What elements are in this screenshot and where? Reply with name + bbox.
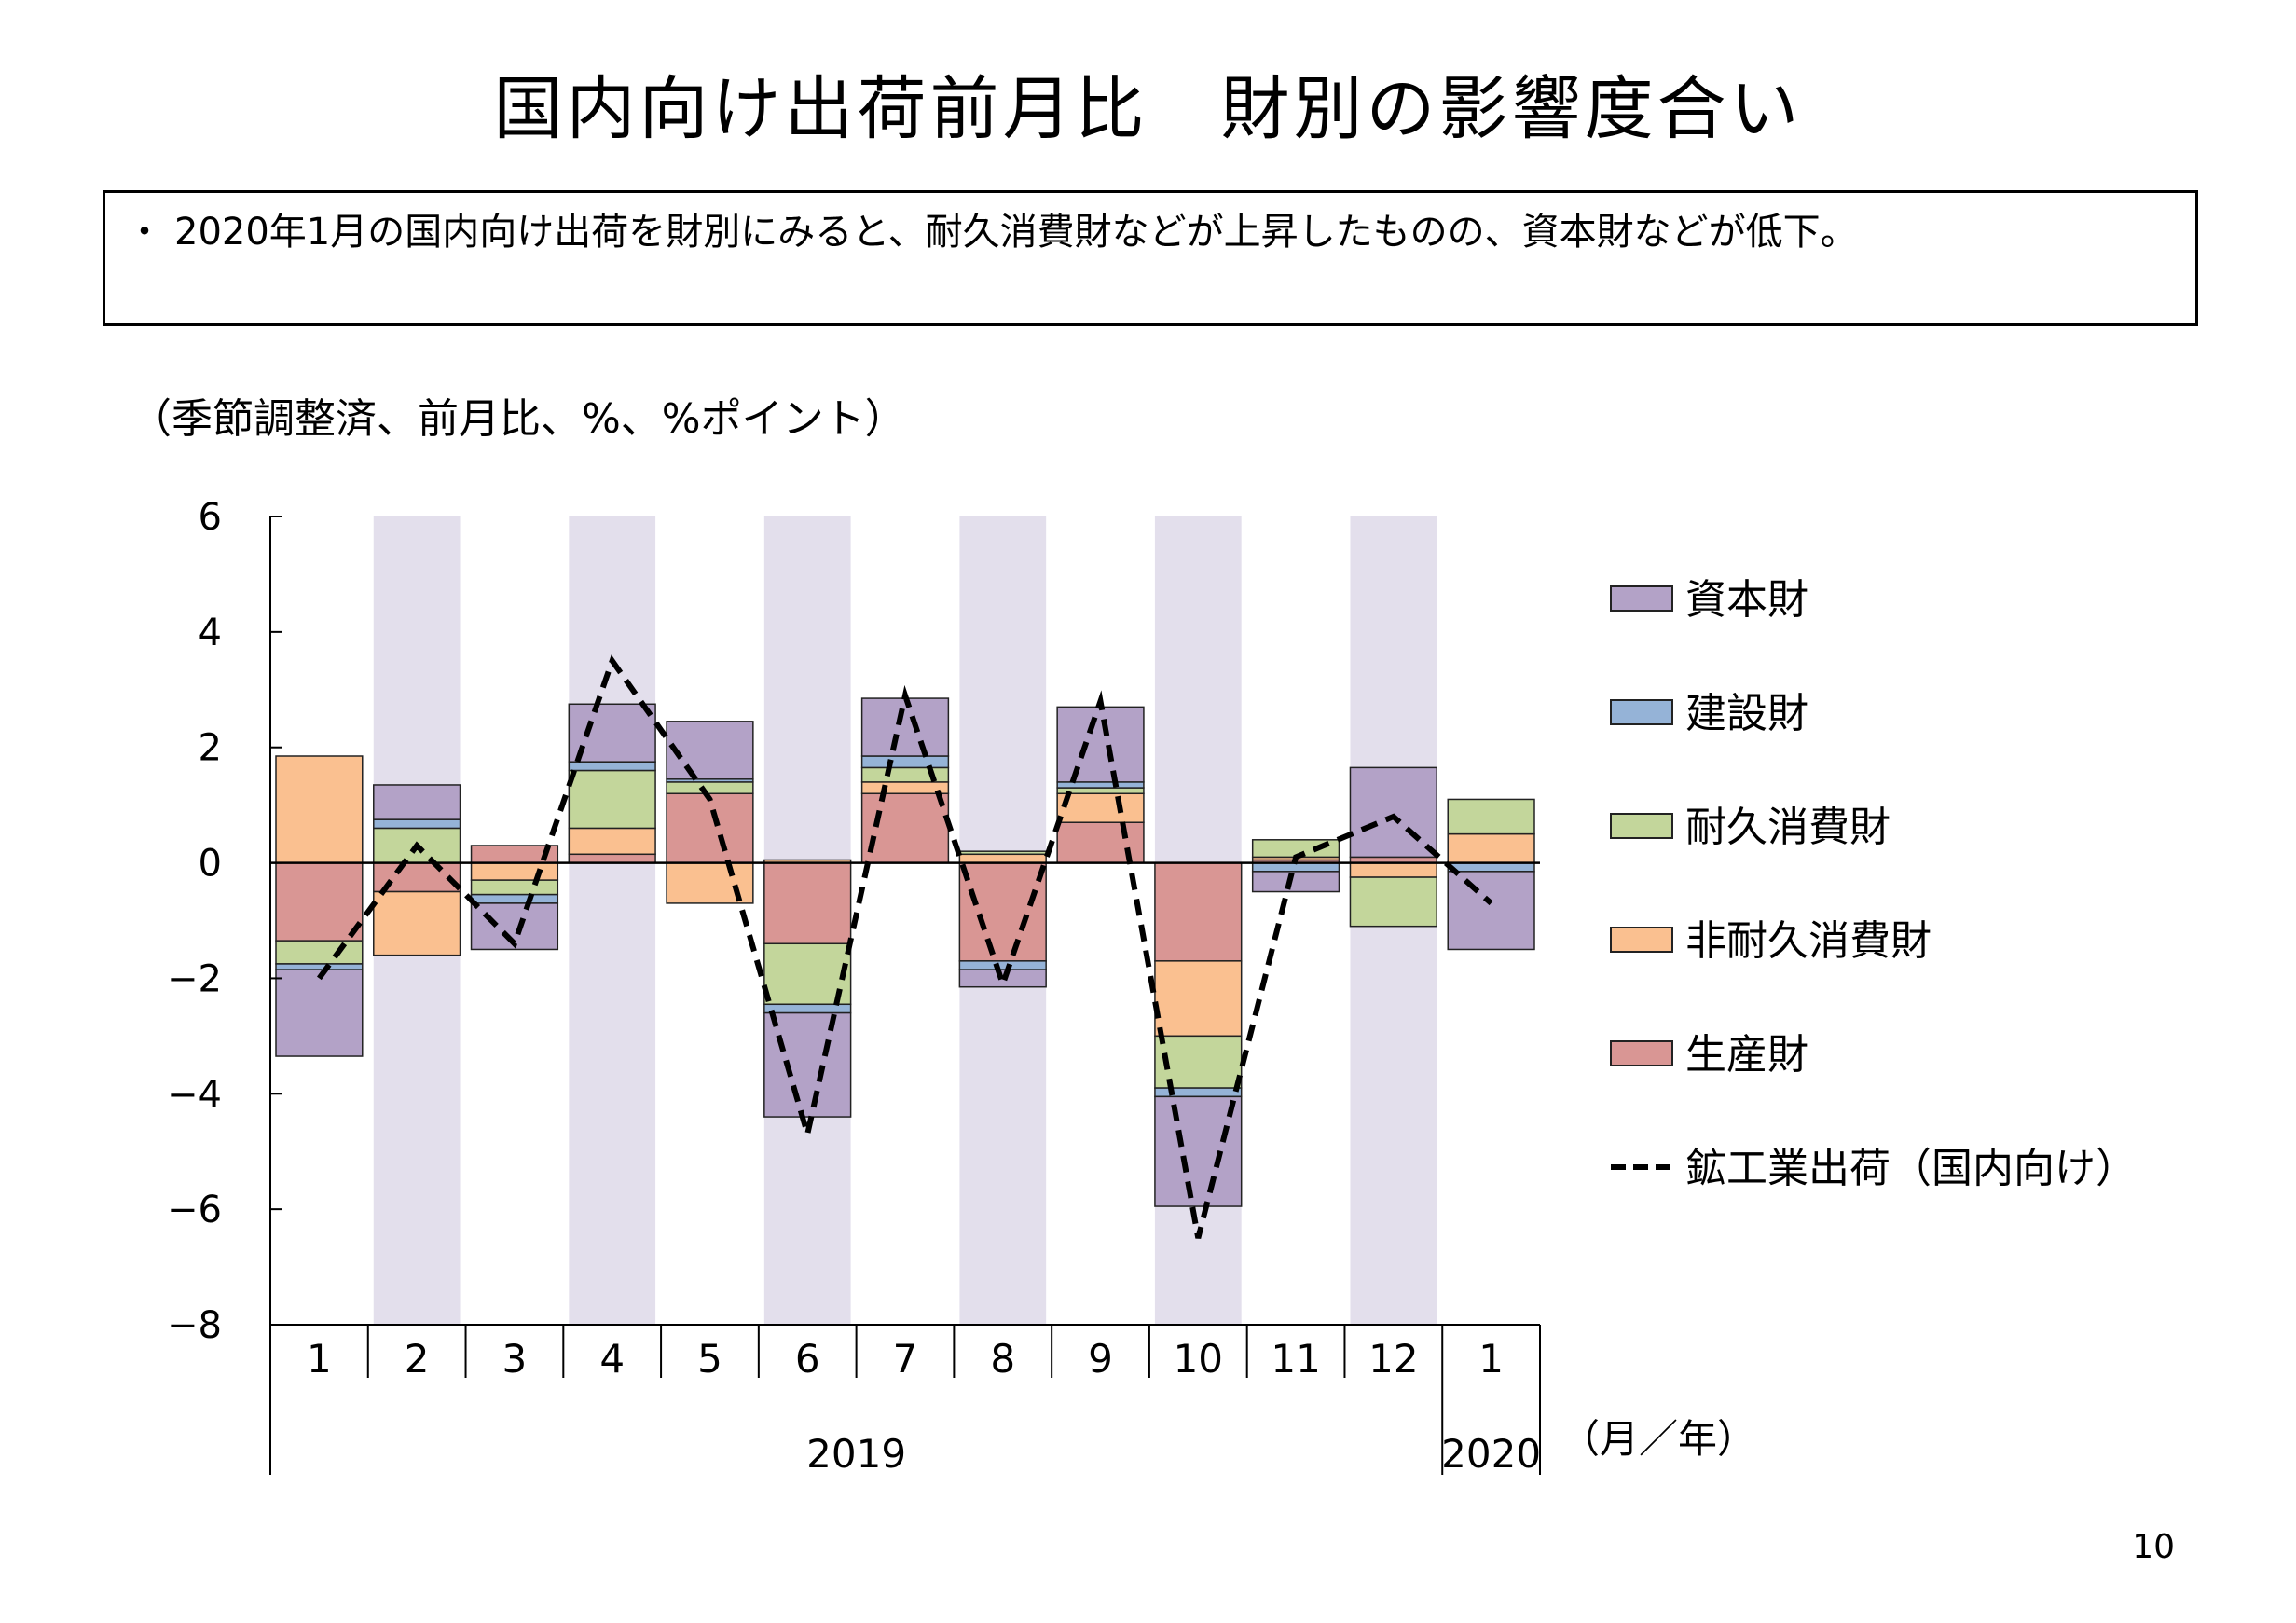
bar-segment: [1154, 861, 1243, 962]
bar-segment: [470, 893, 559, 904]
bar-segment: [1056, 792, 1145, 823]
x-tick-label: 8: [990, 1336, 1015, 1382]
legend-label: 生産財: [1685, 1031, 1808, 1079]
legend-swatch: [1610, 1040, 1673, 1066]
page-title: 国内向け出荷前月比 財別の影響度合い: [493, 69, 1803, 149]
x-tick-label: 1: [1478, 1336, 1504, 1382]
unit-note: （季節調整済、前月比、%、%ポイント）: [131, 395, 906, 443]
y-axis: 6 4 2 0 −2 −4 −6 −8: [167, 496, 282, 1347]
year-label: 2020: [1441, 1431, 1541, 1477]
bar-segment: [1447, 832, 1535, 864]
x-tick-label: 10: [1174, 1336, 1223, 1382]
shipment-line: [316, 654, 1493, 1239]
bar-segments: [275, 697, 1535, 1207]
bar-segment: [666, 781, 754, 795]
x-tick-label: 12: [1368, 1336, 1418, 1382]
legend-label: 鉱工業出荷（国内向け）: [1685, 1145, 2137, 1192]
bar-segment: [1349, 876, 1437, 928]
legend-label: 建設財: [1685, 690, 1808, 737]
bar-segment: [1251, 871, 1340, 893]
bar-segment: [958, 861, 1047, 962]
bar-segment: [470, 879, 559, 896]
bar-segment: [275, 755, 364, 864]
bar-segment: [1349, 766, 1437, 859]
y-tick-label: 0: [199, 843, 222, 886]
legend-label: 資本財: [1685, 576, 1808, 624]
bar-segment: [1447, 861, 1535, 873]
x-tick-label: 5: [697, 1336, 722, 1382]
bar-segment: [275, 940, 364, 965]
y-tick-label: −4: [167, 1073, 222, 1116]
bar-segment: [1056, 781, 1145, 789]
x-tick-label: 11: [1271, 1336, 1320, 1382]
bar-segment: [568, 827, 656, 856]
legend-label: 耐久消費財: [1685, 804, 1890, 851]
x-tick-label: 4: [599, 1336, 625, 1382]
x-tick-label: 3: [502, 1336, 528, 1382]
year-label: 2019: [806, 1431, 906, 1477]
y-tick-label: 2: [199, 727, 222, 770]
chart-axes: [269, 516, 1540, 1326]
bar-segment: [373, 818, 461, 830]
bar-segment: [373, 890, 461, 956]
bar-segment: [275, 963, 364, 970]
bar-segment: [1154, 1087, 1243, 1098]
legend-swatch: [1610, 927, 1673, 953]
bar-segment: [763, 1011, 852, 1118]
x-tick-label: 2: [405, 1336, 430, 1382]
legend-swatch: [1610, 699, 1673, 725]
bar-segment: [470, 861, 559, 881]
bar-segment: [860, 697, 950, 757]
bar-segment: [568, 769, 656, 830]
x-tick-label: 6: [795, 1336, 820, 1382]
bar-segment: [275, 861, 364, 942]
bar-segment: [958, 850, 1047, 856]
bar-segment: [1349, 861, 1437, 878]
legend-swatch: [1610, 585, 1673, 612]
bar-segment: [666, 792, 754, 864]
y-tick-label: 6: [199, 496, 222, 539]
bar-segment: [1447, 798, 1535, 835]
page-number: 10: [2132, 1528, 2175, 1566]
bar-segment: [1447, 871, 1535, 951]
bar-segment: [373, 784, 461, 820]
bar-segment: [763, 861, 852, 945]
summary-box: ・ 2020年1月の国内向け出荷を財別にみると、耐久消費財などが上昇したものの、…: [103, 190, 2198, 326]
x-axis-unit: （月／年）: [1560, 1416, 1756, 1462]
bar-segment: [860, 755, 950, 769]
bar-segment: [860, 792, 950, 864]
bar-segment: [1056, 706, 1145, 783]
bar-segment: [568, 761, 656, 772]
legend-swatch: [1610, 813, 1673, 839]
bar-segment: [958, 853, 1047, 864]
bar-segment: [666, 721, 754, 780]
shade-band: [569, 516, 656, 1325]
y-tick-label: −8: [167, 1304, 222, 1347]
x-tick-label: 1: [307, 1336, 332, 1382]
bar-segment: [275, 969, 364, 1057]
bar-segment: [568, 853, 656, 864]
bar-segment: [1154, 960, 1243, 1038]
summary-bullet: ・: [126, 211, 163, 254]
y-tick-label: −6: [167, 1189, 222, 1231]
y-tick-label: 4: [199, 612, 222, 654]
shipment-dashed-line: [316, 654, 1493, 1239]
x-tick-label: 9: [1088, 1336, 1113, 1382]
y-tick-label: −2: [167, 957, 222, 1000]
legend-label: 非耐久消費財: [1685, 917, 1932, 965]
x-tick-label: 7: [893, 1336, 918, 1382]
bar-segment: [958, 960, 1047, 970]
summary-text: 2020年1月の国内向け出荷を財別にみると、耐久消費財などが上昇したものの、資本…: [174, 211, 1858, 254]
